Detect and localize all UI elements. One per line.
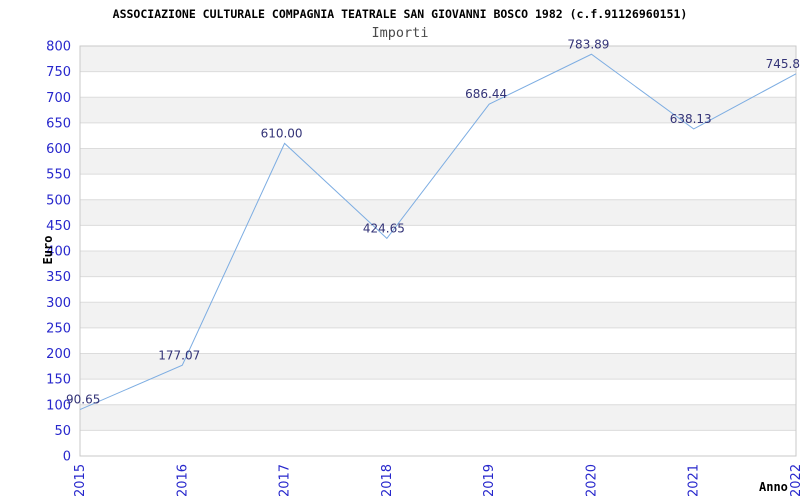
data-label: 686.44 (465, 87, 507, 101)
x-tick-label: 2017 (278, 464, 293, 497)
plot-band (80, 327, 796, 354)
y-tick-label: 450 (46, 219, 71, 234)
chart-title: ASSOCIAZIONE CULTURALE COMPAGNIA TEATRAL… (112, 7, 688, 21)
chart-subtitle: Importi (371, 25, 429, 41)
y-tick-label: 550 (46, 168, 71, 183)
plot-band (80, 404, 796, 431)
data-label: 177.07 (158, 348, 200, 362)
data-label: 783.89 (567, 37, 609, 51)
plot-band (80, 302, 796, 328)
plot-band (80, 379, 796, 405)
x-tick-label: 2020 (584, 464, 599, 497)
plot-band (80, 353, 796, 380)
y-tick-label: 250 (46, 321, 71, 336)
y-tick-label: 350 (46, 270, 71, 285)
y-tick-label: 50 (54, 424, 71, 439)
plot-band (80, 148, 796, 175)
x-tick-label: 2018 (380, 464, 395, 497)
x-axis-title: Anno (759, 480, 788, 494)
plot-band (80, 174, 796, 200)
plot-band (80, 122, 796, 149)
y-tick-label: 600 (46, 142, 71, 157)
plot-band (80, 46, 796, 72)
y-tick-label: 700 (46, 91, 71, 106)
plot-band (80, 225, 796, 251)
plot-band (80, 276, 796, 303)
plot-band (80, 430, 796, 456)
x-tick-label: 2016 (175, 464, 190, 497)
data-label: 424.65 (363, 221, 405, 235)
y-tick-label: 200 (46, 347, 71, 362)
y-tick-label: 300 (46, 296, 71, 311)
y-tick-label: 0 (63, 450, 71, 465)
data-label: 610.00 (261, 126, 303, 140)
y-tick-label: 750 (46, 65, 71, 80)
data-line (79, 53, 797, 411)
x-tick-label: 2015 (73, 464, 88, 497)
y-tick-label: 800 (46, 40, 71, 55)
x-tick-label: 2019 (482, 464, 497, 497)
y-tick-label: 400 (46, 245, 71, 260)
plot-band (80, 97, 796, 123)
y-axis-title: Euro (41, 235, 55, 265)
data-label: 90.65 (66, 393, 100, 407)
y-tick-label: 650 (46, 116, 71, 131)
data-label: 745.8 (766, 57, 800, 71)
data-label: 638.13 (670, 112, 712, 126)
y-tick-label: 150 (46, 373, 71, 388)
x-tick-label: 2021 (687, 464, 702, 497)
plot-band (80, 199, 796, 226)
y-tick-label: 500 (46, 193, 71, 208)
plot-border (79, 45, 797, 457)
x-tick-label: 2022 (789, 464, 800, 497)
plot-band (80, 251, 796, 277)
plot-band (80, 71, 796, 98)
y-tick-label: 100 (46, 398, 71, 413)
